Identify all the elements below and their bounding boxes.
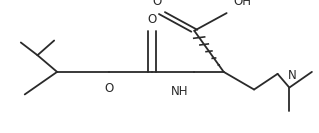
Text: O: O — [147, 13, 157, 26]
Text: N: N — [288, 69, 297, 82]
Text: O: O — [152, 0, 162, 8]
Text: NH: NH — [171, 85, 188, 98]
Text: OH: OH — [233, 0, 251, 8]
Text: O: O — [104, 82, 114, 95]
